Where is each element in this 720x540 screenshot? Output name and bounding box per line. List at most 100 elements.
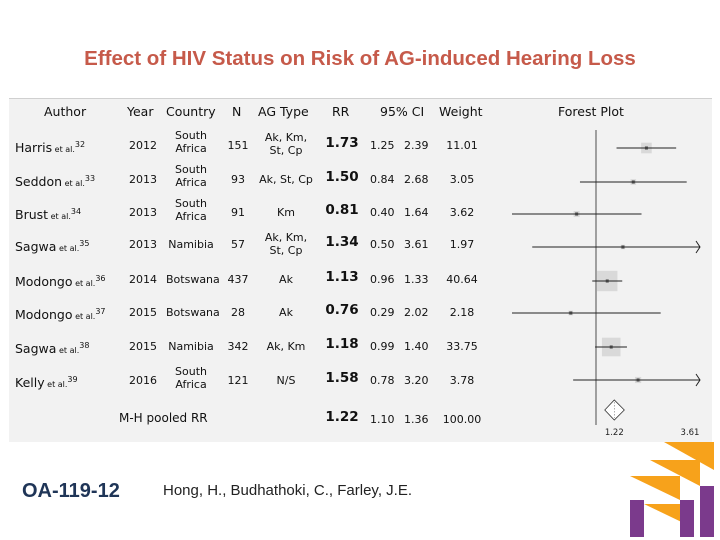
study-ci-high: 1.33 <box>404 273 429 286</box>
study-country: Namibia <box>168 238 214 251</box>
study-ci-high: 2.39 <box>404 139 429 152</box>
study-n: 57 <box>231 238 245 251</box>
study-weight: 33.75 <box>446 340 478 353</box>
pooled-label: M-H pooled RR <box>119 411 208 425</box>
study-ag-type: N/S <box>276 374 296 387</box>
x-tick-label: 1.22 <box>605 428 624 438</box>
study-country: South Africa <box>175 365 207 391</box>
pooled-ci-low: 1.10 <box>370 413 395 426</box>
study-weight: 2.18 <box>449 306 475 319</box>
study-author: Sagwa et al.35 <box>15 239 90 255</box>
study-author: Sagwa et al.38 <box>15 341 90 357</box>
study-rr: 1.58 <box>325 370 359 386</box>
study-author: Harris et al.32 <box>15 140 86 156</box>
study-country: South Africa <box>175 129 207 155</box>
study-weight: 40.64 <box>446 273 478 286</box>
study-ci-low: 0.99 <box>370 340 395 353</box>
study-n: 437 <box>227 273 249 286</box>
study-weight: 3.78 <box>449 374 475 387</box>
study-ag-type: Ak, St, Cp <box>259 173 313 186</box>
study-country: South Africa <box>175 197 207 223</box>
study-ag-type: Ak, Km, St, Cp <box>264 131 308 157</box>
study-country: Namibia <box>168 340 214 353</box>
study-year: 2013 <box>129 206 157 219</box>
point-estimate <box>575 212 579 216</box>
study-ci-low: 0.40 <box>370 206 395 219</box>
study-author: Kelly et al.39 <box>15 375 78 391</box>
point-estimate <box>636 378 640 382</box>
study-ci-low: 1.25 <box>370 139 395 152</box>
study-ag-type: Km <box>277 206 295 219</box>
header-author: Author <box>44 104 87 119</box>
study-country: South Africa <box>175 163 207 189</box>
study-ci-high: 1.64 <box>404 206 429 219</box>
header-forest-plot: Forest Plot <box>558 104 624 119</box>
study-year: 2015 <box>129 340 157 353</box>
study-ci-high: 2.02 <box>404 306 429 319</box>
pooled-rr: 1.22 <box>325 409 359 425</box>
study-year: 2013 <box>129 173 157 186</box>
study-ag-type: Ak <box>279 273 293 286</box>
study-ag-type: Ak, Km, St, Cp <box>264 231 308 257</box>
study-ci-low: 0.29 <box>370 306 395 319</box>
study-n: 121 <box>227 374 249 387</box>
study-ci-low: 0.78 <box>370 374 395 387</box>
point-estimate <box>605 279 609 283</box>
pooled-weight: 100.00 <box>442 413 482 426</box>
header-country: Country <box>166 104 216 119</box>
study-author: Modongo et al.37 <box>15 307 106 323</box>
study-n: 28 <box>231 306 245 319</box>
study-year: 2015 <box>129 306 157 319</box>
study-year: 2016 <box>129 374 157 387</box>
study-weight: 11.01 <box>446 139 478 152</box>
abstract-code: OA-119-12 <box>22 480 120 502</box>
study-rr: 1.34 <box>325 234 359 250</box>
point-estimate <box>621 245 625 249</box>
study-n: 93 <box>231 173 245 186</box>
ci-arrow <box>695 240 701 254</box>
header-ag-type: AG Type <box>258 104 309 119</box>
slide-title: Effect of HIV Status on Risk of AG-induc… <box>84 47 636 70</box>
point-estimate <box>609 345 613 349</box>
study-ci-high: 3.20 <box>404 374 429 387</box>
study-author: Modongo et al.36 <box>15 274 106 290</box>
study-country: Botswana <box>166 306 220 319</box>
header-n: N <box>232 104 242 119</box>
study-n: 342 <box>227 340 249 353</box>
study-rr: 1.73 <box>325 135 359 151</box>
study-rr: 1.50 <box>325 169 359 185</box>
study-year: 2013 <box>129 238 157 251</box>
study-ci-high: 1.40 <box>404 340 429 353</box>
study-weight: 3.62 <box>449 206 475 219</box>
study-author: Brust et al.34 <box>15 207 82 223</box>
pooled-diamond <box>604 399 625 421</box>
study-ci-low: 0.96 <box>370 273 395 286</box>
header-year: Year <box>127 104 154 119</box>
study-rr: 0.81 <box>325 202 359 218</box>
study-author: Seddon et al.33 <box>15 174 96 190</box>
point-estimate <box>631 180 635 184</box>
point-estimate <box>569 311 573 315</box>
study-ci-high: 3.61 <box>404 238 429 251</box>
study-ag-type: Ak <box>279 306 293 319</box>
study-year: 2012 <box>129 139 157 152</box>
point-estimate <box>644 146 648 150</box>
study-ci-low: 0.84 <box>370 173 395 186</box>
study-country: Botswana <box>166 273 220 286</box>
study-n: 91 <box>231 206 245 219</box>
study-rr: 0.76 <box>325 302 359 318</box>
study-rr: 1.13 <box>325 269 359 285</box>
conference-logo-icon <box>630 442 714 537</box>
study-weight: 3.05 <box>449 173 475 186</box>
study-ag-type: Ak, Km <box>266 340 306 353</box>
header-weight: Weight <box>439 104 483 119</box>
pooled-ci-high: 1.36 <box>404 413 429 426</box>
study-year: 2014 <box>129 273 157 286</box>
study-ci-high: 2.68 <box>404 173 429 186</box>
header-rr: RR <box>332 104 350 119</box>
header-ci: 95% CI <box>380 104 425 119</box>
study-ci-low: 0.50 <box>370 238 395 251</box>
author-citation: Hong, H., Budhathoki, C., Farley, J.E. <box>163 482 412 499</box>
study-weight: 1.97 <box>449 238 475 251</box>
